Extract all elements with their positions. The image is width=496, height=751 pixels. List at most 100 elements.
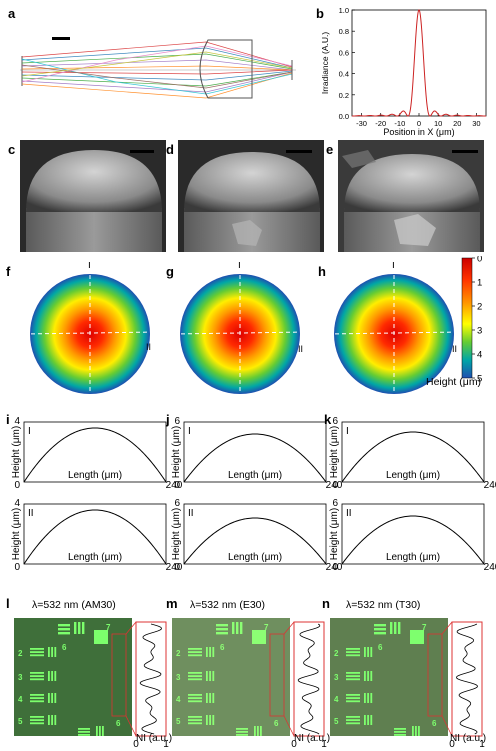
bar-h	[188, 678, 202, 681]
ray-lines	[20, 41, 296, 99]
bar-v	[240, 622, 243, 634]
bar-h	[78, 731, 90, 733]
profile-id-label: I	[188, 426, 191, 437]
bar-h	[216, 632, 228, 635]
irradiance-xtick-label: -30	[356, 119, 367, 128]
bar-h	[30, 675, 44, 677]
ni-profile-curve	[297, 623, 321, 735]
bar-v	[78, 622, 81, 634]
irradiance-ytick-label: 0.6	[339, 48, 349, 57]
sem-image-d	[178, 140, 324, 252]
profile-id-label: I	[346, 426, 349, 437]
title-l: λ=532 nm (AM30)	[32, 599, 116, 611]
group-digit: 3	[334, 673, 339, 682]
square-element	[410, 630, 424, 644]
bar-h	[58, 632, 70, 635]
profile-xmax-label: 240	[166, 480, 183, 491]
sem-image-e	[338, 140, 484, 252]
bar-h	[30, 716, 44, 718]
profile-xmax-label: 240	[326, 562, 343, 573]
bar-v	[99, 726, 101, 736]
profile-curve	[183, 517, 327, 565]
bar-v	[209, 715, 211, 725]
ni-label-l: NI (a.u.)	[136, 733, 173, 744]
axis-I-label-h: I	[392, 262, 395, 271]
profile-ymax-label: 6	[332, 498, 338, 509]
group-digit: 5	[176, 717, 181, 726]
group-digit: 7	[264, 623, 269, 632]
profile-xlabel: Length (μm)	[386, 470, 440, 481]
bar-v	[390, 622, 393, 634]
bar-h	[30, 672, 44, 674]
bar-v	[82, 622, 85, 634]
irradiance-ytick-label: 0.4	[339, 70, 349, 79]
profile-frame	[23, 421, 167, 483]
profile-curve	[341, 431, 485, 483]
axis-II-label-g: II	[298, 344, 303, 354]
panel-label-b: b	[316, 6, 324, 21]
bar-h	[30, 719, 44, 721]
profile-id-label: I	[28, 426, 31, 437]
bar-v	[367, 693, 369, 703]
roi-connector	[441, 715, 453, 737]
bar-v	[51, 647, 53, 657]
height-map-f: I II	[23, 262, 157, 398]
bar-h	[346, 697, 360, 699]
ni-profile-box	[135, 621, 167, 737]
bar-h	[30, 654, 44, 657]
group-digit: 7	[422, 623, 427, 632]
bar-v	[48, 671, 50, 681]
colorbar-tick-label: 4	[477, 350, 482, 361]
profile-xmin-label: 0	[332, 562, 338, 573]
bar-v	[370, 647, 373, 657]
panel-label-g: g	[166, 264, 174, 279]
bar-v	[209, 671, 211, 681]
panel-label-j: j	[166, 412, 170, 427]
profile-xlabel: Length (μm)	[228, 470, 282, 481]
group-digit: 6	[274, 719, 279, 728]
bar-v	[54, 671, 57, 681]
ni-tick-0: 0	[449, 739, 455, 750]
bar-v	[51, 715, 53, 725]
bar-v	[412, 726, 414, 736]
bar-v	[370, 715, 373, 725]
bar-v	[364, 671, 366, 681]
bar-v	[232, 622, 235, 634]
bar-h	[30, 678, 44, 681]
irradiance-frame	[351, 9, 487, 117]
bar-h	[216, 628, 228, 631]
profile-frame	[23, 503, 167, 565]
ni-tick-0: 0	[133, 739, 139, 750]
bar-h	[346, 651, 360, 653]
bar-h	[188, 675, 202, 677]
bar-h	[188, 697, 202, 699]
bar-v	[367, 647, 369, 657]
profile-ymax-label: 6	[174, 416, 180, 427]
bar-h	[394, 734, 406, 736]
profile-ymax-label: 6	[174, 498, 180, 509]
profile-xmax-label: 240	[484, 480, 496, 491]
lens-outline	[199, 39, 253, 99]
colorbar-tick-label: 0	[477, 256, 482, 265]
bar-v	[74, 622, 77, 634]
irradiance-xtick-label: 20	[453, 119, 461, 128]
axis-I-label-f: I	[88, 262, 91, 271]
profile-xmin-label: 0	[174, 480, 180, 491]
bar-h	[188, 654, 202, 657]
group-digit: 6	[62, 643, 67, 652]
group-digit: 6	[220, 643, 225, 652]
bar-v	[415, 726, 417, 736]
bar-v	[257, 726, 259, 736]
bar-h	[374, 624, 386, 627]
scale-bar-d	[286, 150, 312, 153]
bar-v	[212, 647, 215, 657]
colorbar-tick-label: 5	[477, 374, 482, 385]
profile-ylabel: Height (μm)	[171, 426, 182, 478]
title-n: λ=532 nm (T30)	[346, 599, 421, 611]
bar-h	[188, 651, 202, 653]
profile-xlabel: Length (μm)	[68, 552, 122, 563]
profile-ymax-label: 4	[14, 498, 20, 509]
bar-h	[188, 672, 202, 674]
